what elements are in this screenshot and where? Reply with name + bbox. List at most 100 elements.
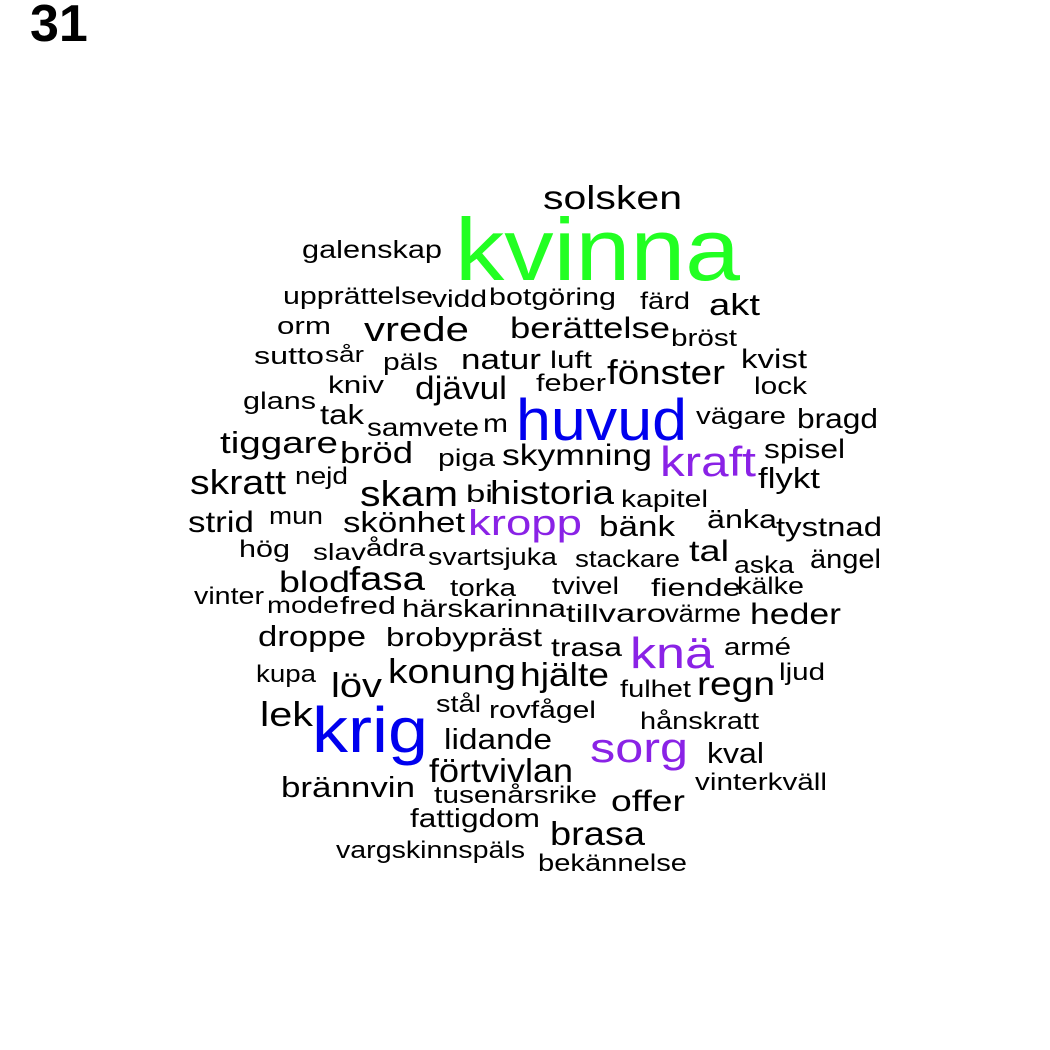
cloud-word: slav <box>313 539 367 565</box>
cloud-word: fattigdom <box>410 803 540 833</box>
cloud-word: kniv <box>328 372 384 399</box>
cloud-word: natur <box>461 344 541 376</box>
cloud-word: orm <box>277 313 331 340</box>
cloud-word: stål <box>436 691 481 718</box>
cloud-word: glans <box>243 388 316 415</box>
cloud-word: tak <box>320 399 365 430</box>
cloud-word: lock <box>754 373 808 400</box>
cloud-word: fiende <box>651 574 741 602</box>
cloud-word: akt <box>709 287 760 322</box>
cloud-word: brännvin <box>281 772 415 804</box>
cloud-word: fasa <box>349 560 426 597</box>
cloud-word: hjälte <box>520 656 609 693</box>
cloud-word: kälke <box>737 573 804 600</box>
cloud-word: mode <box>267 592 339 618</box>
cloud-word: sår <box>325 342 364 367</box>
cloud-word: torka <box>450 575 517 602</box>
cloud-word: tal <box>689 535 729 568</box>
cloud-word: rovfågel <box>489 697 596 724</box>
cloud-word: piga <box>438 445 496 472</box>
cloud-word: ljud <box>779 659 825 686</box>
cloud-word: berättelse <box>510 312 670 345</box>
cloud-word: skönhet <box>343 507 465 539</box>
cloud-word: regn <box>697 665 775 702</box>
cloud-word: solsken <box>543 179 682 216</box>
cloud-word: skratt <box>190 464 287 502</box>
cloud-word: djävul <box>415 370 507 406</box>
cloud-word: svartsjuka <box>428 544 558 571</box>
cloud-word: bröst <box>671 325 737 352</box>
cloud-word: päls <box>383 349 438 376</box>
cloud-word: trasa <box>551 632 623 662</box>
cloud-word: kvist <box>741 344 808 374</box>
cloud-word: mun <box>269 503 323 530</box>
cloud-word: kraft <box>660 438 756 485</box>
cloud-word: tusenårsrike <box>434 782 597 809</box>
cloud-word: offer <box>611 785 685 818</box>
cloud-word: ådra <box>366 535 426 562</box>
cloud-word: vargskinnspäls <box>336 837 525 864</box>
cloud-word: galenskap <box>302 236 442 264</box>
cloud-word: vrede <box>364 311 469 349</box>
cloud-word: förtvivlan <box>429 752 573 789</box>
cloud-word: aska <box>734 552 795 579</box>
cloud-word: heder <box>750 598 841 631</box>
cloud-word: bragd <box>797 403 878 434</box>
cloud-word: m <box>483 408 508 438</box>
cloud-word: färd <box>640 288 690 315</box>
cloud-word: tillvaro <box>566 600 666 628</box>
cloud-word: lek <box>260 696 314 734</box>
cloud-word: härskarinna <box>402 595 566 623</box>
cloud-word: löv <box>331 667 382 705</box>
cloud-word: droppe <box>258 621 366 653</box>
cloud-word: skymning <box>502 439 652 472</box>
cloud-word: spisel <box>764 434 845 464</box>
cloud-word: vägare <box>696 403 786 430</box>
cloud-word: armé <box>724 634 791 661</box>
cloud-word: bekännelse <box>538 850 687 877</box>
cloud-word: kvinna <box>455 200 740 299</box>
page-number-label: 31 <box>30 0 88 53</box>
cloud-word: stackare <box>575 546 680 573</box>
cloud-word: botgöring <box>489 284 616 311</box>
cloud-word: strid <box>188 506 254 539</box>
cloud-word: krig <box>312 694 428 766</box>
cloud-word: vidd <box>432 286 487 313</box>
cloud-word: brobypräst <box>386 622 543 652</box>
cloud-word: historia <box>490 474 615 511</box>
cloud-word: hånskratt <box>640 708 759 735</box>
cloud-word: nejd <box>295 463 348 490</box>
cloud-word: fred <box>340 592 396 620</box>
cloud-word: fönster <box>607 354 725 392</box>
cloud-word: kapitel <box>621 486 708 513</box>
cloud-word: lidande <box>444 724 552 756</box>
cloud-word: knä <box>630 629 715 678</box>
cloud-word: konung <box>388 653 516 691</box>
cloud-word: luft <box>550 347 592 374</box>
cloud-word: brasa <box>550 815 646 852</box>
cloud-word: samvete <box>367 414 479 442</box>
cloud-word: hög <box>239 536 290 563</box>
cloud-word: skam <box>360 473 458 514</box>
cloud-word: blod <box>279 566 350 599</box>
cloud-word: värme <box>665 600 741 628</box>
cloud-word: ängel <box>810 544 881 574</box>
cloud-word: tvivel <box>552 573 619 600</box>
cloud-word: kval <box>707 738 764 770</box>
cloud-word: änka <box>707 504 778 534</box>
cloud-word: kupa <box>256 661 317 688</box>
cloud-word: sutto <box>254 343 324 370</box>
cloud-word: huvud <box>516 388 687 453</box>
cloud-word: sorg <box>590 724 688 771</box>
cloud-word: vinterkväll <box>695 769 827 796</box>
cloud-word: bröd <box>340 435 413 470</box>
cloud-word: flykt <box>758 463 820 495</box>
cloud-word: tiggare <box>220 425 338 460</box>
cloud-word: tystnad <box>776 512 882 542</box>
cloud-word: fulhet <box>620 676 691 703</box>
cloud-word: bänk <box>599 511 676 543</box>
cloud-word: bi <box>466 481 493 508</box>
cloud-word: feber <box>536 370 606 397</box>
cloud-word: upprättelse <box>283 283 433 310</box>
